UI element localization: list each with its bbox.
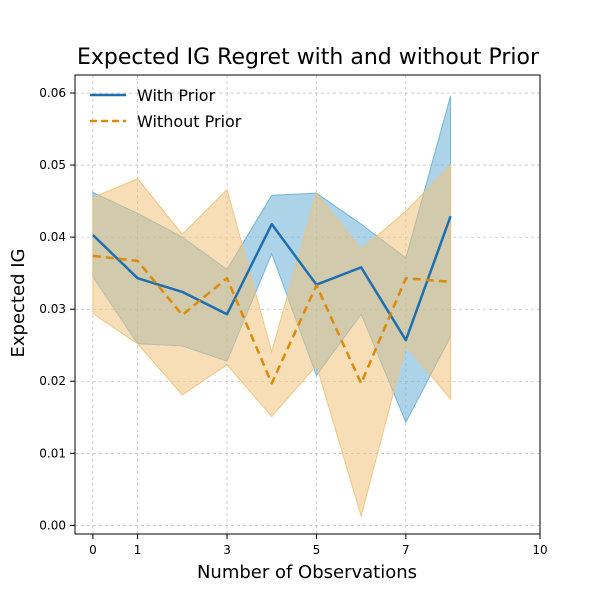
band-without-prior: [92, 163, 452, 518]
series-lines: [92, 215, 452, 385]
y-tick-label-4: 0.04: [39, 230, 66, 244]
axes: [74, 74, 541, 535]
y-tick-label-6: 0.06: [39, 86, 66, 100]
confidence-bands: [92, 95, 452, 518]
x-axis-label: Number of Observations: [197, 562, 417, 583]
y-tick-label-5: 0.05: [39, 158, 66, 172]
y-tick-label-2: 0.02: [39, 374, 66, 388]
x-tick-label-2: 3: [223, 543, 231, 557]
ticks: 0 1 3 5 7 10 0.00 0.01 0.02 0.03 0.04 0.05 0.06: [39, 86, 547, 557]
chart-title: Expected IG Regret with and without Prio…: [77, 45, 540, 70]
x-tick-label-4: 7: [402, 543, 410, 557]
x-tick-label-3: 5: [313, 543, 321, 557]
y-tick-label-3: 0.03: [39, 302, 66, 316]
legend-label-without-prior: Without Prior: [137, 112, 242, 131]
y-tick-label-0: 0.00: [39, 518, 66, 532]
x-tick-label-0: 0: [89, 543, 97, 557]
line-without-prior: [92, 254, 451, 385]
legend-label-with-prior: With Prior: [137, 86, 216, 105]
y-axis-label: Expected IG: [8, 249, 29, 358]
y-tick-label-1: 0.01: [39, 446, 66, 460]
legend: With Prior Without Prior: [90, 86, 242, 131]
plot-frame: [74, 74, 541, 535]
x-tick-label-1: 1: [134, 543, 142, 557]
x-tick-label-5: 10: [532, 543, 547, 557]
